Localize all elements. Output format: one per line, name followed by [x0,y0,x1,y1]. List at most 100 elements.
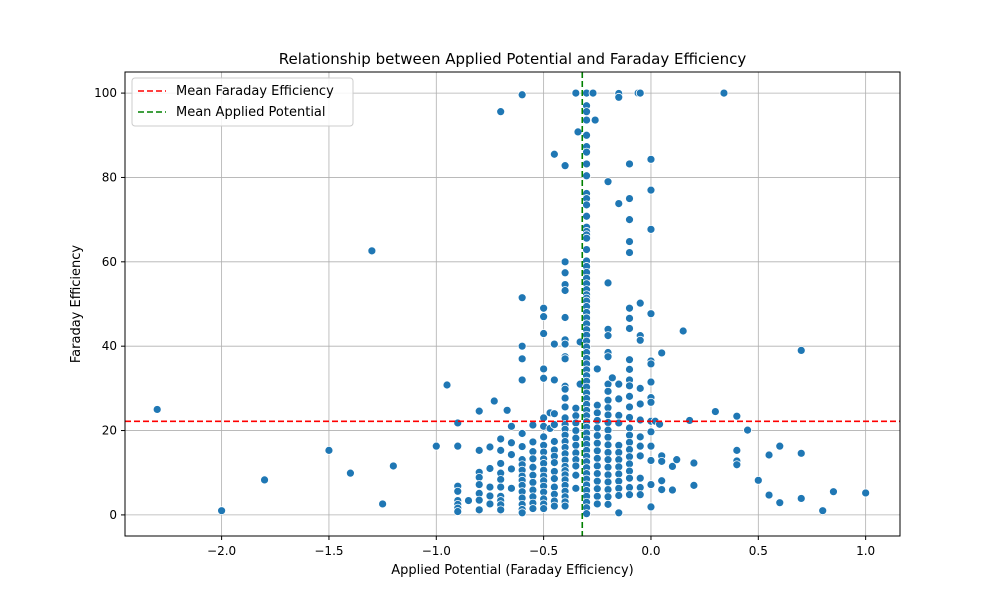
data-point [625,324,634,333]
data-point [592,423,602,433]
data-point [571,403,581,413]
data-point [625,303,634,313]
data-point [646,456,656,465]
data-point [517,90,527,100]
data-point [614,379,624,389]
data-point [592,364,602,374]
data-point [549,339,559,349]
data-point [603,492,613,502]
data-point [796,494,806,503]
data-point [453,418,463,428]
data-point [539,312,549,322]
data-point [507,464,516,474]
data-point [582,233,591,243]
data-point [603,432,613,442]
data-point [685,416,695,425]
data-point [571,440,581,450]
data-point [646,441,656,451]
data-point [592,469,602,478]
data-point [571,426,581,435]
data-point [592,484,602,494]
data-point [603,499,613,509]
data-point [592,416,602,425]
data-point [678,326,688,336]
data-point [607,373,617,383]
data-point [603,418,613,427]
data-point [539,364,549,374]
data-point [388,461,398,471]
data-point [507,450,516,459]
data-point [496,505,506,515]
scatter-points [152,88,871,519]
data-point [592,499,602,509]
data-point [635,432,645,442]
data-point [732,445,742,455]
data-point [571,88,581,98]
data-point [625,364,634,374]
data-point [625,381,634,391]
data-point [485,491,495,501]
data-point [689,458,699,468]
data-point [549,501,559,511]
data-point [517,429,527,438]
data-point [453,441,463,451]
data-point [517,375,527,385]
data-point [646,154,656,164]
data-point [625,473,634,483]
x-axis-label: Applied Potential (Faraday Efficiency) [391,563,633,578]
data-point [625,490,634,500]
data-point [489,396,499,406]
data-point [217,506,227,516]
data-point [753,475,763,485]
data-point [549,149,559,159]
data-point [668,485,677,495]
data-point [614,92,624,102]
data-point [646,309,656,319]
data-point [775,441,785,451]
data-point [464,496,473,505]
data-point [603,455,613,465]
data-point [646,397,656,407]
data-point [614,410,624,420]
data-point [625,391,634,401]
data-point [453,486,463,496]
data-point [582,171,591,181]
data-point [517,293,527,303]
data-point [588,88,598,98]
data-point [719,88,729,98]
data-point [592,476,602,486]
data-point [571,461,581,471]
data-point [603,352,613,362]
data-point [635,88,645,98]
data-point [507,438,516,448]
data-point [517,354,527,364]
data-point [646,427,656,437]
data-point [582,509,591,519]
data-point [657,348,667,358]
data-point [646,224,656,234]
data-point [625,248,634,257]
data-point [603,278,613,288]
data-point [635,335,645,345]
data-point [603,331,613,341]
data-point [539,504,549,513]
data-point [829,487,838,497]
data-point [668,461,677,471]
data-point [614,199,624,209]
data-point [474,406,484,416]
data-point [646,185,656,195]
x-tick-label: 0.0 [641,544,660,558]
data-point [592,431,602,441]
data-point [592,453,602,463]
data-point [603,462,613,472]
data-point [539,303,549,313]
data-point [560,402,570,412]
data-point [485,464,495,473]
data-point [625,194,634,203]
data-point [485,442,495,452]
data-point [796,448,806,458]
data-point [625,237,634,246]
data-point [743,425,752,435]
data-point [635,383,645,393]
data-point [635,451,645,461]
